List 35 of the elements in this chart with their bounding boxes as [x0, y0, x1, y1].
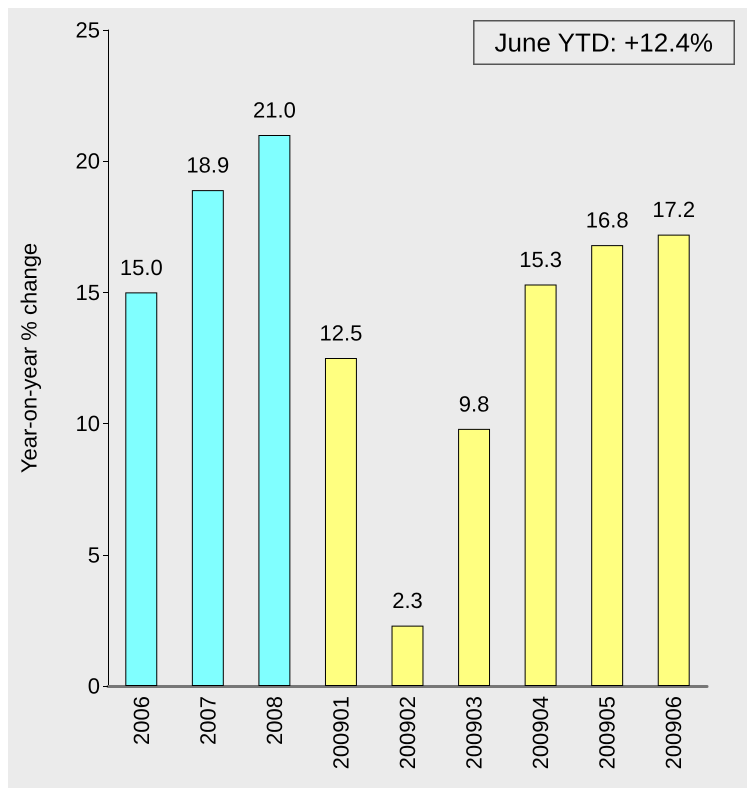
y-tick-label: 0: [88, 674, 100, 698]
x-tick-label: 200901: [328, 696, 354, 770]
bar: [591, 245, 624, 686]
x-tick-label: 2008: [262, 696, 287, 745]
data-label: 2.3: [392, 588, 423, 614]
x-tick-label: 200906: [661, 696, 686, 770]
data-label: 16.8: [586, 208, 629, 233]
annotation: June YTD: +12.4%: [494, 28, 714, 58]
bar: [192, 190, 224, 686]
bar: [658, 234, 690, 686]
data-label: 9.8: [458, 391, 490, 416]
data-label: 18.9: [186, 152, 230, 178]
x-tick-label: 200903: [462, 696, 487, 770]
x-tick-label: 200905: [594, 696, 620, 770]
y-tick-label: 15: [76, 280, 100, 305]
data-label: 21.0: [252, 97, 296, 122]
bar: [392, 626, 424, 686]
bar: [125, 292, 158, 686]
x-tick-label: 2007: [195, 696, 220, 745]
bar: [524, 284, 557, 686]
data-label: 15.0: [120, 254, 163, 280]
bar: [258, 134, 290, 686]
y-tick-label: 10: [76, 411, 100, 436]
y-tick-label: 20: [76, 148, 100, 174]
x-tick-label: 200904: [528, 696, 554, 770]
data-label: 15.3: [519, 247, 562, 272]
data-label: 12.5: [320, 320, 362, 346]
bar: [324, 358, 357, 686]
data-label: 17.2: [652, 197, 696, 222]
bar: [458, 428, 490, 686]
y-tick-label: 25: [76, 18, 100, 42]
x-tick-label: 200902: [395, 696, 420, 770]
x-tick-label: 2006: [128, 696, 154, 745]
y-axis-title: Year-on-year % change: [16, 242, 42, 474]
y-tick-label: 5: [88, 542, 100, 568]
